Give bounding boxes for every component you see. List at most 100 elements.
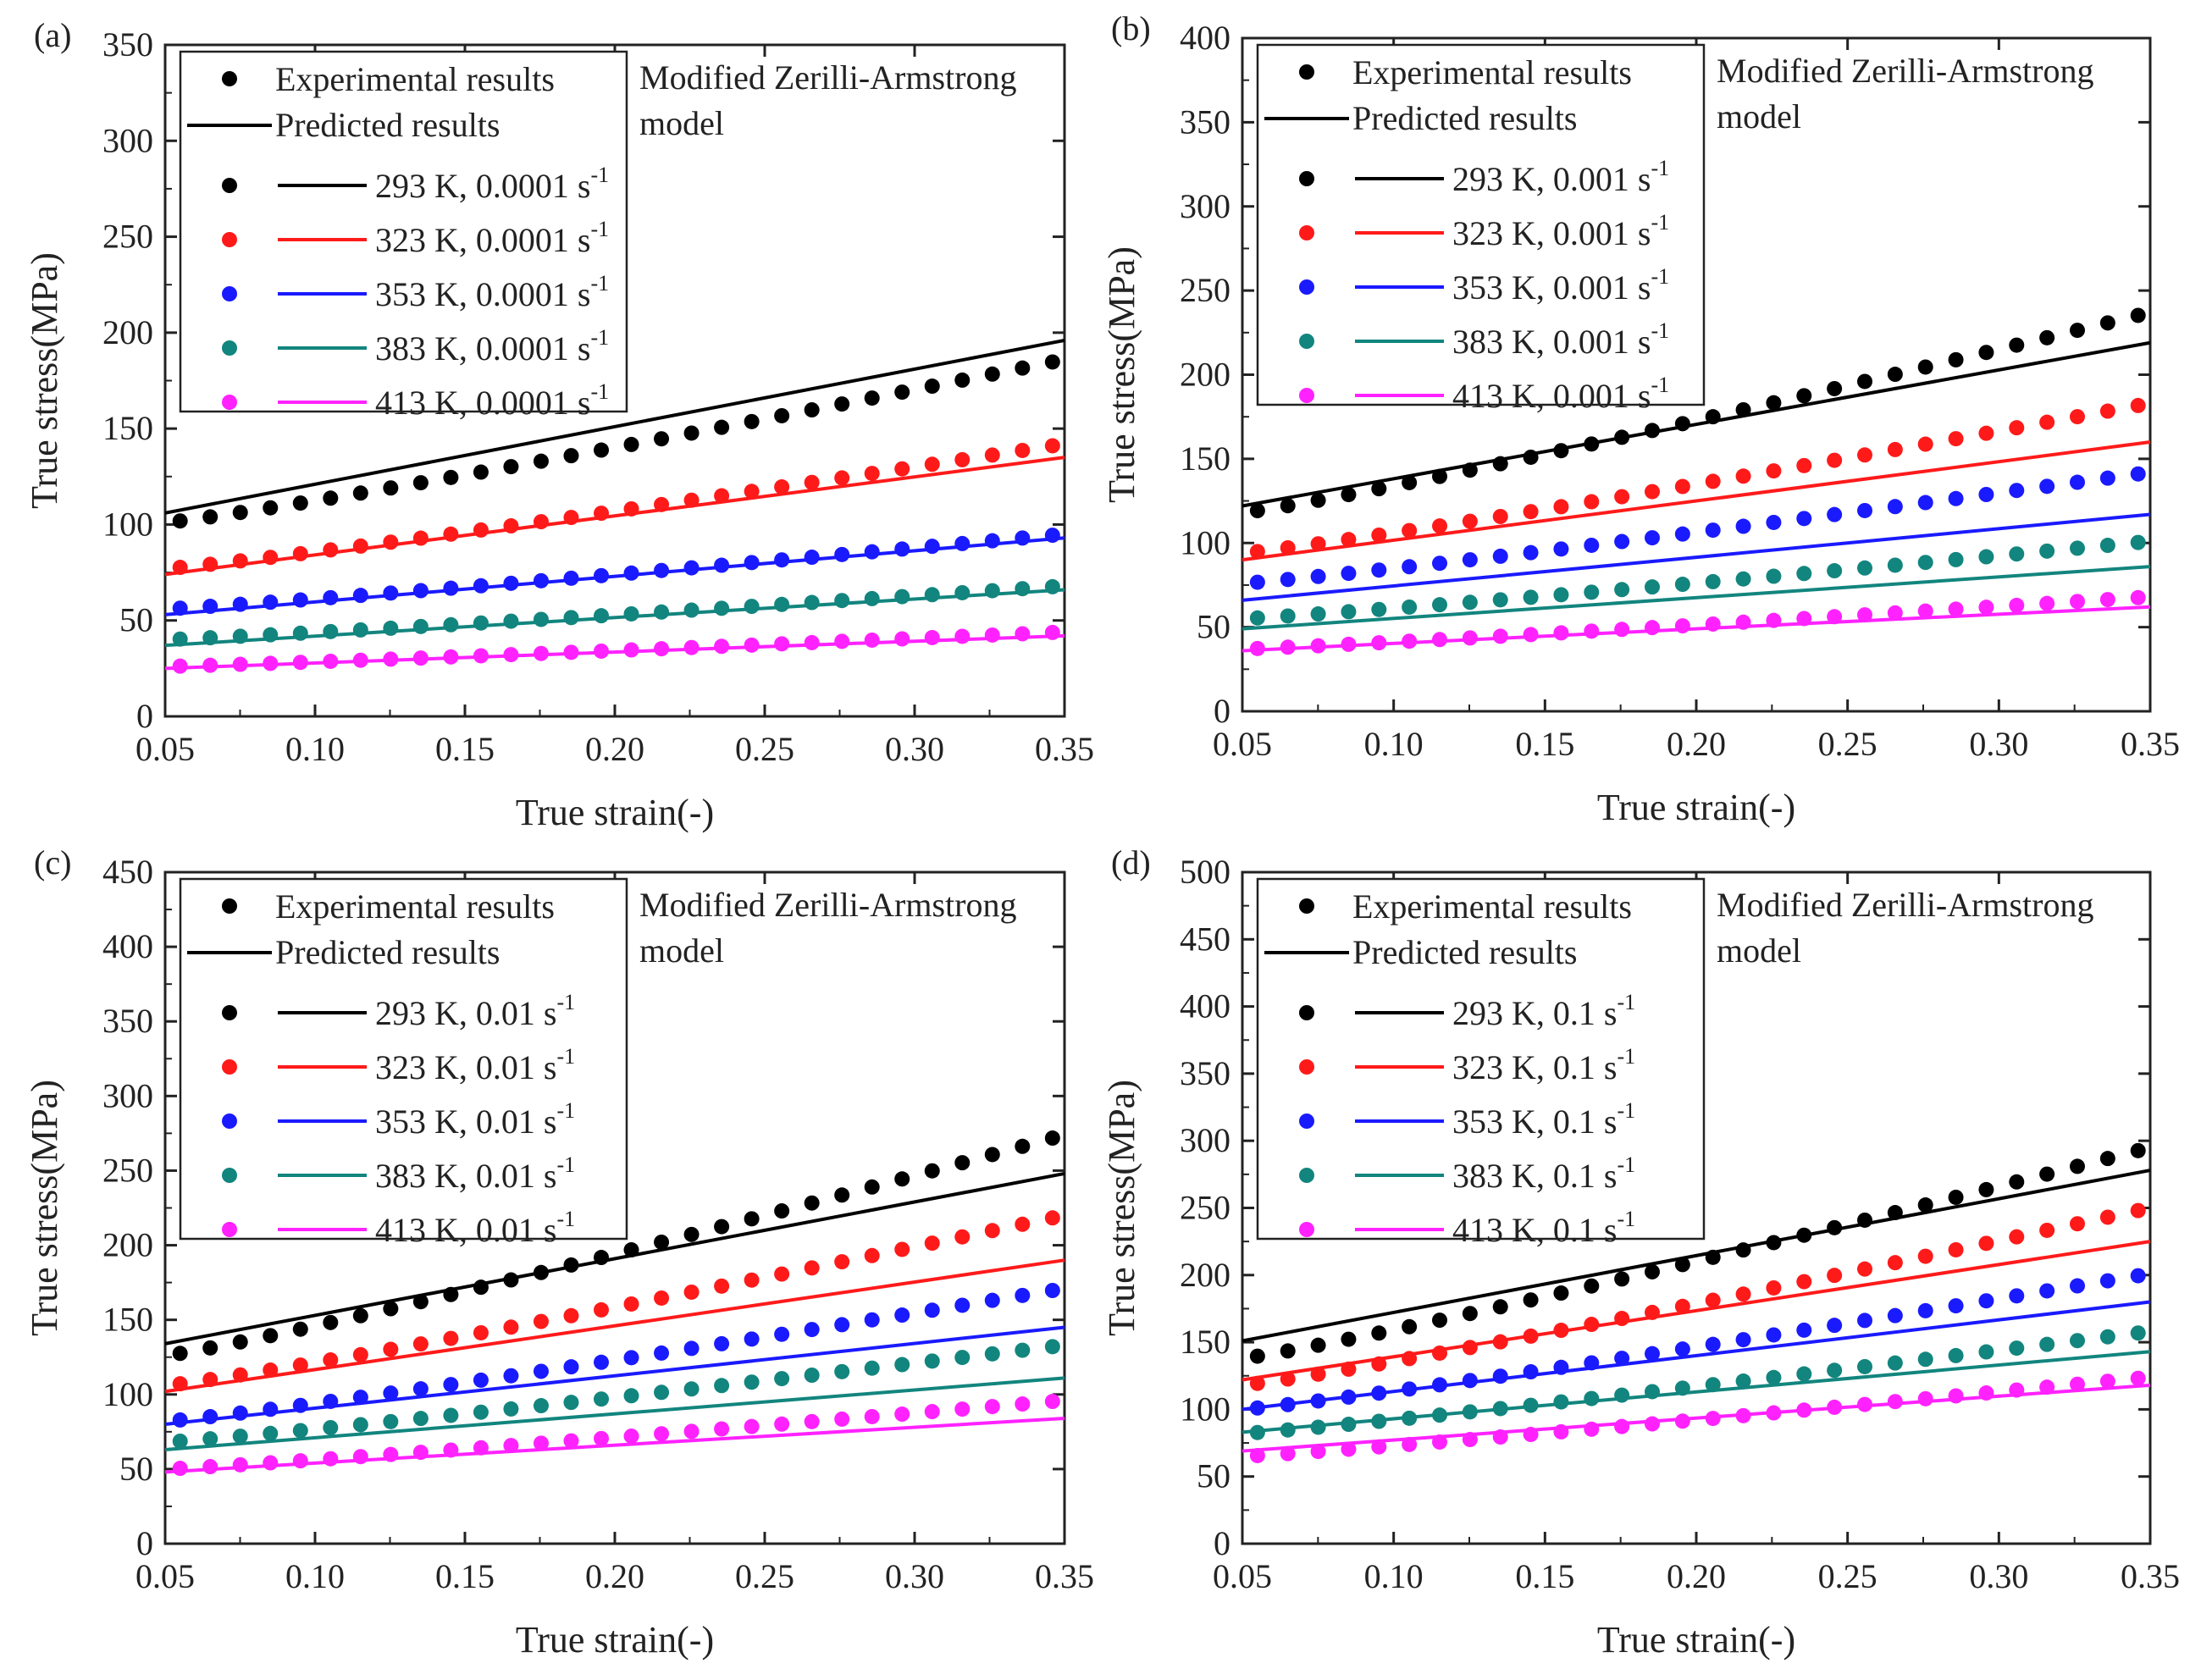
experimental-point [654, 1345, 670, 1361]
experimental-point [714, 1219, 730, 1235]
predicted-line [1242, 1240, 2151, 1382]
experimental-point [1645, 1416, 1661, 1432]
legend: Experimental results Predicted results 293… [179, 50, 628, 422]
experimental-point [1917, 1351, 1933, 1368]
experimental-point [1887, 1355, 1903, 1371]
experimental-point [954, 584, 971, 600]
series-413k [1242, 1370, 2151, 1463]
legend-series-label: 353 K, 0.001 s-1 [1452, 264, 1669, 307]
experimental-point [774, 1266, 790, 1282]
experimental-point [323, 1451, 339, 1467]
experimental-point [2069, 1376, 2085, 1392]
experimental-point [1249, 1424, 1265, 1440]
experimental-point [804, 474, 820, 490]
experimental-point [2130, 1325, 2146, 1341]
x-tick-label: 0.05 [1213, 1557, 1272, 1595]
legend-series-dot [222, 1114, 237, 1129]
panel-label: (a) [34, 16, 71, 54]
model-annotation-line1: Modified Zerilli-Armstrong [1717, 52, 2093, 90]
experimental-point [292, 1453, 308, 1469]
experimental-point [323, 1314, 339, 1330]
x-tick-label: 0.10 [285, 1557, 345, 1595]
experimental-point [1310, 536, 1326, 552]
series-293k [1242, 307, 2151, 519]
predicted-line [164, 338, 1065, 515]
experimental-point [2039, 329, 2055, 345]
legend-experimental-label: Experimental results [275, 60, 555, 98]
experimental-point [1735, 401, 1751, 417]
experimental-point [172, 1461, 188, 1477]
experimental-point [834, 470, 850, 486]
experimental-point [2069, 323, 2085, 339]
experimental-point [924, 379, 940, 395]
experimental-point [383, 1446, 399, 1462]
experimental-point [654, 1384, 670, 1401]
experimental-point [1705, 522, 1721, 539]
experimental-point [924, 629, 940, 645]
experimental-point [984, 1292, 1000, 1308]
y-tick-label: 150 [1180, 1323, 1230, 1361]
experimental-point [654, 431, 670, 447]
experimental-point [1341, 532, 1357, 548]
legend-series-dot [1299, 1005, 1314, 1020]
experimental-point [1310, 606, 1326, 622]
experimental-point [1584, 1317, 1600, 1333]
x-tick-label: 0.05 [135, 730, 195, 768]
experimental-point [1917, 1248, 1933, 1264]
experimental-point [1948, 1298, 1964, 1314]
experimental-point [984, 447, 1000, 463]
x-axis-title: True strain(-) [1597, 1619, 1795, 1661]
experimental-point [412, 583, 429, 599]
y-axis-title: True stress(MPa) [24, 1080, 65, 1336]
experimental-point [1310, 1366, 1326, 1382]
experimental-point [1917, 359, 1933, 375]
y-tick-label: 300 [1180, 187, 1230, 225]
experimental-point [1015, 1138, 1031, 1154]
experimental-point [533, 1264, 549, 1280]
experimental-point [383, 1301, 399, 1317]
experimental-point [1371, 1439, 1387, 1455]
experimental-point [2130, 307, 2146, 323]
experimental-point [292, 1357, 308, 1373]
experimental-point [1614, 1418, 1630, 1434]
experimental-point [1735, 1286, 1751, 1302]
legend-series-dot [222, 1222, 237, 1237]
experimental-point [714, 419, 730, 435]
legend-series-dot [222, 286, 237, 301]
experimental-point [1015, 1396, 1031, 1412]
experimental-point [894, 384, 910, 401]
experimental-point [894, 461, 910, 477]
experimental-point [1402, 1410, 1418, 1426]
legend-series-label: 413 K, 0.0001 s-1 [375, 379, 609, 422]
experimental-point [1249, 1375, 1265, 1391]
legend-dot-marker [222, 898, 237, 914]
experimental-point [292, 655, 308, 671]
experimental-point [352, 1449, 368, 1465]
experimental-point [1766, 1327, 1782, 1343]
legend-series-text: 323 K, 0.0001 s [375, 221, 590, 259]
predicted-line [1242, 565, 2151, 631]
experimental-point [172, 560, 188, 576]
experimental-point [2130, 1370, 2146, 1386]
experimental-point [2069, 1158, 2085, 1174]
experimental-point [1917, 436, 1933, 452]
experimental-point [1614, 1311, 1630, 1327]
legend-series-label: 353 K, 0.01 s-1 [375, 1098, 575, 1141]
legend-series-exponent: -1 [1651, 264, 1669, 289]
experimental-point [202, 657, 218, 673]
predicted-line [1242, 512, 2151, 602]
experimental-point [924, 1235, 940, 1252]
experimental-point [623, 1350, 639, 1366]
experimental-point [1827, 452, 1843, 468]
legend-series-dot [222, 1059, 237, 1075]
series-383k [164, 578, 1065, 648]
experimental-point [1978, 1293, 1994, 1309]
experimental-point [623, 565, 639, 581]
experimental-point [1705, 616, 1721, 632]
series-383k [1242, 534, 2151, 631]
experimental-point [2130, 397, 2146, 413]
legend-series-label: 413 K, 0.001 s-1 [1452, 373, 1669, 415]
y-tick-label: 350 [102, 25, 153, 64]
experimental-point [1492, 1368, 1508, 1384]
experimental-point [623, 1429, 639, 1445]
